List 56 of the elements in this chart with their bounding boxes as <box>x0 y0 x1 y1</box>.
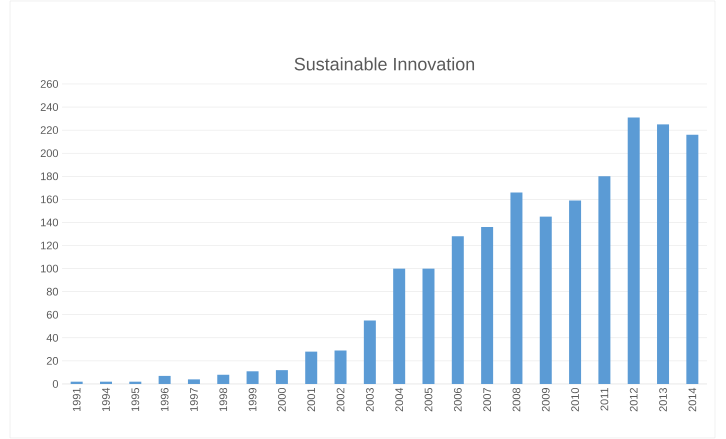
bar <box>305 352 318 384</box>
x-tick-label: 2010 <box>571 388 579 412</box>
x-tick-label: 2013 <box>659 388 667 412</box>
bar <box>540 216 552 384</box>
bar <box>422 268 434 384</box>
bar <box>217 374 230 384</box>
y-tick-label: 220 <box>40 126 58 134</box>
x-tick-label: 2008 <box>512 388 520 412</box>
x-tick-label: 2003 <box>366 388 374 412</box>
x-tick-label: 1999 <box>248 388 256 412</box>
y-tick-label: 20 <box>46 357 58 365</box>
x-tick-label: 2002 <box>336 388 344 412</box>
y-tick-label: 240 <box>40 103 58 111</box>
bar <box>598 176 610 384</box>
bar <box>393 268 406 384</box>
chart-title: Sustainable Innovation <box>294 57 474 70</box>
x-tick-label: 1998 <box>219 388 228 412</box>
bar <box>569 200 582 384</box>
bar <box>188 379 200 384</box>
bar <box>334 350 347 384</box>
y-tick-label: 60 <box>46 310 58 319</box>
bar <box>246 371 259 384</box>
x-tick-label: 2004 <box>395 388 404 412</box>
x-tick-label: 2000 <box>278 388 286 412</box>
bar <box>452 236 464 384</box>
y-tick-label: 200 <box>40 149 58 158</box>
bar <box>364 320 376 384</box>
x-tick-label: 2007 <box>483 388 492 412</box>
y-tick-label: 260 <box>40 80 58 88</box>
y-tick-label: 180 <box>41 172 58 180</box>
y-tick-label: 160 <box>41 196 58 204</box>
bar <box>657 124 670 384</box>
bar <box>276 370 288 384</box>
y-tick-label: 120 <box>41 242 58 250</box>
x-tick-label: 2012 <box>630 388 638 412</box>
x-tick-label: 2006 <box>454 388 462 412</box>
bar <box>510 192 522 384</box>
bar <box>628 117 640 384</box>
x-tick-label: 1996 <box>160 388 169 412</box>
y-tick-label: 80 <box>46 288 58 296</box>
y-tick-label: 140 <box>41 218 58 226</box>
x-tick-label: 2011 <box>600 388 608 411</box>
x-tick-label: 1995 <box>131 388 140 412</box>
x-tick-label: 1991 <box>72 388 81 412</box>
y-tick-label: 40 <box>46 334 58 342</box>
bar <box>158 376 171 384</box>
x-tick-label: 1994 <box>102 388 110 412</box>
x-tick-label: 2009 <box>542 388 550 412</box>
y-tick-label: 100 <box>41 264 58 272</box>
bar <box>481 227 494 384</box>
x-tick-label: 2014 <box>688 388 696 412</box>
x-tick-label: 2001 <box>307 388 316 412</box>
bar <box>686 134 698 384</box>
y-tick-label: 0 <box>52 380 58 388</box>
x-tick-label: 1997 <box>190 388 198 412</box>
x-tick-label: 2005 <box>424 388 432 412</box>
